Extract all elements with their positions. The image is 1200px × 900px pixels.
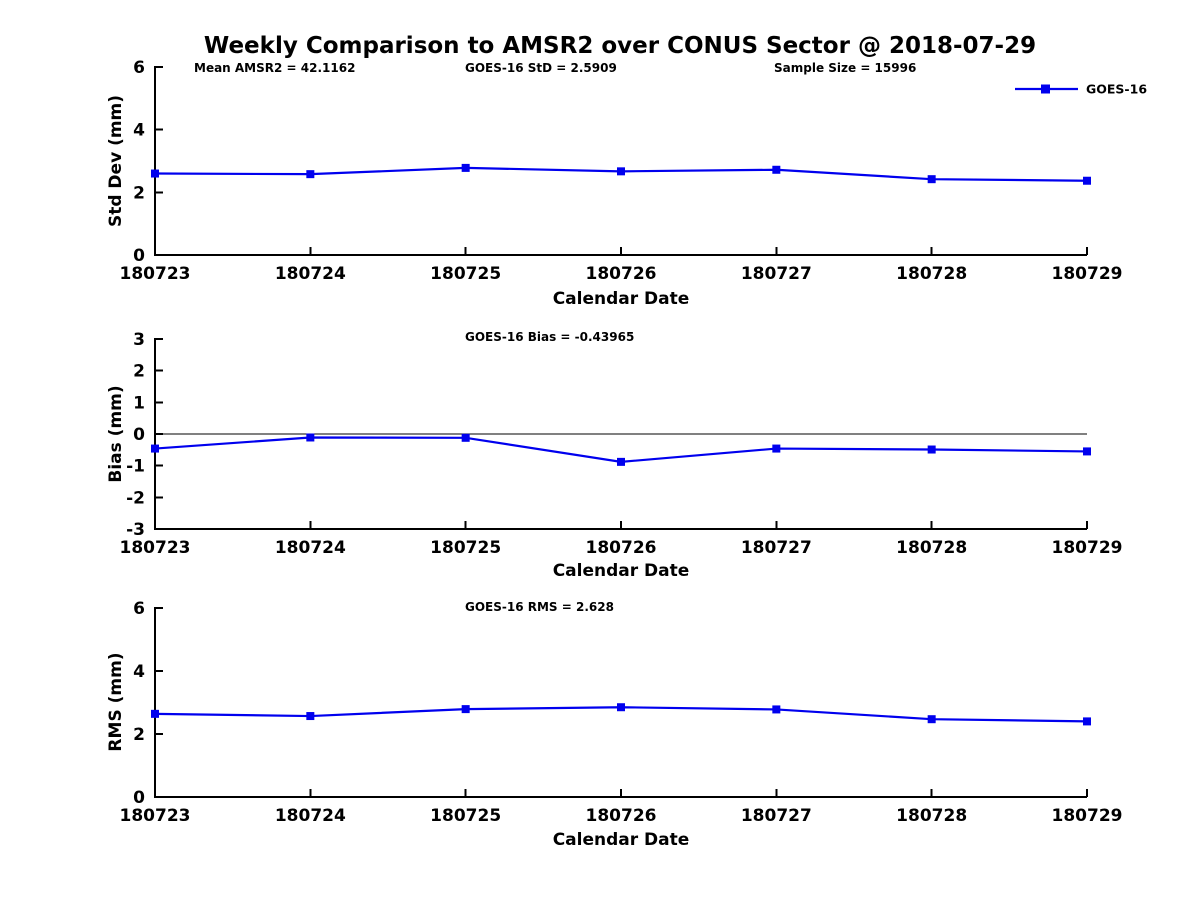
y-tick-label: 1 — [133, 393, 145, 413]
data-point-marker — [151, 444, 159, 453]
data-point-marker — [617, 457, 625, 466]
legend-label: GOES-16 — [1086, 82, 1147, 97]
x-tick-label: 180724 — [275, 806, 346, 826]
figure-title: Weekly Comparison to AMSR2 over CONUS Se… — [204, 33, 1036, 59]
x-tick-label: 180727 — [741, 538, 812, 558]
subplot-rms: GOES-16 RMS = 2.628 RMS (mm) Calendar Da… — [106, 599, 1122, 850]
y-tick-label: 6 — [133, 58, 145, 78]
annotation-goes16-std: GOES-16 StD = 2.5909 — [465, 61, 617, 75]
legend-marker-square — [1041, 84, 1050, 94]
x-axis-label-bias: Calendar Date — [553, 561, 690, 581]
x-tick-label: 180726 — [586, 538, 657, 558]
x-tick-label: 180725 — [430, 264, 501, 284]
data-point-marker — [927, 175, 936, 184]
data-point-marker — [1083, 717, 1091, 726]
data-point-marker — [772, 165, 781, 174]
subplot-bias: GOES-16 Bias = -0.43965 Bias (mm) Calend… — [106, 330, 1122, 581]
x-tick-label: 180729 — [1052, 806, 1123, 826]
data-point-marker — [461, 433, 470, 442]
axes-rms: 0 2 4 6 180723 180724 180725 180726 180727 180728… — [120, 599, 1123, 826]
data-point-marker — [1083, 447, 1091, 456]
annotation-goes16-rms: GOES-16 RMS = 2.628 — [465, 600, 614, 614]
y-tick-label: -1 — [126, 457, 145, 477]
x-tick-label: 180729 — [1052, 264, 1123, 284]
x-tick-label: 180728 — [896, 806, 967, 826]
data-point-marker — [461, 705, 470, 714]
data-point-marker — [461, 163, 470, 172]
axes-bias: -3 -2 -1 0 1 2 3 180723 180724 180725 180726 180727… — [120, 330, 1123, 558]
x-axis-label-stddev: Calendar Date — [553, 289, 690, 309]
data-point-marker — [927, 445, 936, 454]
y-tick-label: 0 — [133, 246, 145, 266]
y-tick-label: 2 — [133, 183, 145, 203]
data-point-marker — [306, 170, 315, 179]
data-point-marker — [306, 712, 315, 721]
x-axis-label-rms: Calendar Date — [553, 830, 690, 850]
data-point-marker — [306, 433, 315, 442]
y-axis-label-stddev: Std Dev (mm) — [106, 95, 126, 227]
y-tick-label: 3 — [133, 330, 145, 350]
x-tick-label: 180723 — [120, 264, 191, 284]
annotation-goes16-bias: GOES-16 Bias = -0.43965 — [465, 330, 634, 344]
y-tick-label: 4 — [133, 662, 145, 682]
data-point-marker — [151, 169, 159, 178]
data-point-marker — [151, 709, 159, 718]
x-tick-label: 180728 — [896, 538, 967, 558]
axes-stddev: 0 2 4 6 180723 180724 180725 180726 180727 180728… — [120, 58, 1123, 284]
x-tick-label: 180723 — [120, 806, 191, 826]
data-point-marker — [772, 444, 781, 453]
x-tick-label: 180725 — [430, 538, 501, 558]
y-tick-label: 2 — [133, 362, 145, 382]
annotation-sample-size: Sample Size = 15996 — [774, 61, 916, 75]
legend: GOES-16 — [1015, 82, 1147, 97]
x-tick-label: 180726 — [586, 264, 657, 284]
y-axis-label-rms: RMS (mm) — [106, 652, 126, 751]
data-point-marker — [772, 705, 781, 714]
data-point-marker — [617, 167, 625, 176]
data-point-marker — [1083, 176, 1091, 185]
annotation-mean-amsr2: Mean AMSR2 = 42.1162 — [194, 61, 355, 75]
y-axis-label-bias: Bias (mm) — [106, 385, 126, 482]
x-tick-label: 180724 — [275, 538, 346, 558]
y-tick-label: 0 — [133, 788, 145, 808]
data-point-marker — [927, 715, 936, 724]
y-tick-label: 4 — [133, 121, 145, 141]
x-tick-label: 180727 — [741, 264, 812, 284]
x-tick-label: 180727 — [741, 806, 812, 826]
data-point-marker — [617, 703, 625, 712]
y-tick-label: 0 — [133, 425, 145, 445]
y-tick-label: -2 — [126, 488, 145, 508]
y-tick-label: 2 — [133, 725, 145, 745]
x-tick-label: 180724 — [275, 264, 346, 284]
x-tick-label: 180729 — [1052, 538, 1123, 558]
subplot-stddev: Mean AMSR2 = 42.1162 GOES-16 StD = 2.590… — [106, 58, 1147, 309]
x-tick-label: 180725 — [430, 806, 501, 826]
x-tick-label: 180726 — [586, 806, 657, 826]
x-tick-label: 180728 — [896, 264, 967, 284]
y-tick-label: 6 — [133, 599, 145, 619]
y-tick-label: -3 — [126, 520, 145, 540]
x-tick-label: 180723 — [120, 538, 191, 558]
